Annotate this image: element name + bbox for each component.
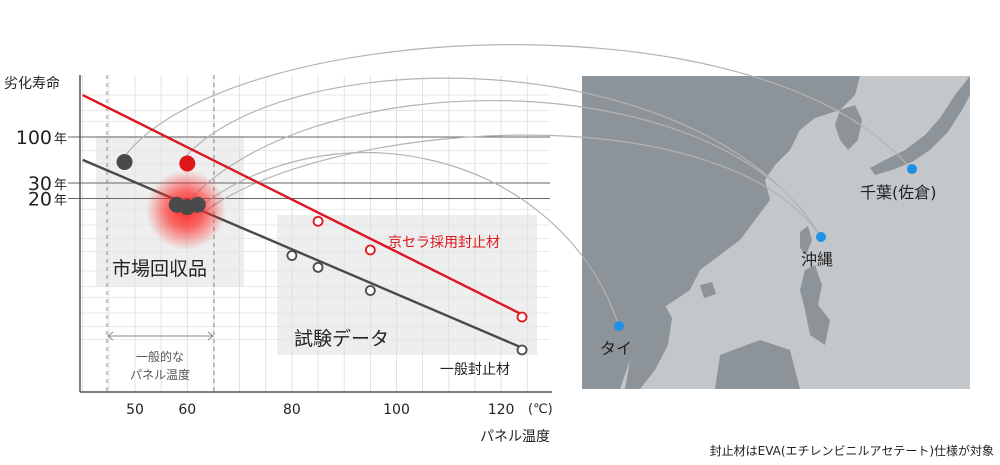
legend-general: 一般封止材	[440, 362, 510, 378]
legend-kyocera: 京セラ採用封止材	[388, 235, 500, 251]
market-point-kyocera	[179, 155, 196, 172]
market-point-general	[189, 196, 206, 213]
test-point-general	[516, 344, 528, 356]
line-kyocera	[82, 93, 528, 319]
map-land-borneo	[715, 340, 800, 389]
map-land-japan	[870, 76, 970, 175]
map-label-chiba: 千葉(佐倉)	[860, 183, 937, 202]
y-tick-labels: 100 年30 年20 年	[16, 127, 67, 211]
test-label: 試験データ	[294, 328, 389, 350]
typical-temp-label-1: 一般的な	[136, 349, 184, 364]
market-label: 市場回収品	[112, 258, 207, 280]
map	[582, 76, 970, 389]
market-point-general	[116, 153, 133, 170]
y-tick-label: 30	[28, 173, 52, 195]
y-tick-unit: 年	[54, 194, 67, 209]
x-unit: (℃)	[528, 402, 553, 417]
pin-okinawa	[816, 232, 826, 242]
connector-arcs	[121, 44, 911, 327]
x-tick-labels: 50 60 80 100 120	[126, 402, 514, 418]
data-points	[116, 153, 528, 356]
x-tick-label: 80	[283, 402, 301, 418]
y-tick-label: 20	[28, 189, 52, 211]
y-axis-title: 劣化寿命	[4, 75, 60, 92]
test-point-kyocera	[312, 215, 324, 227]
y-tick-unit: 年	[54, 132, 67, 147]
test-point-kyocera	[516, 311, 528, 323]
footnote: 封止材はEVA(エチレンビニルアセテート)仕様が対象	[710, 443, 994, 458]
map-label-thailand: タイ	[600, 339, 632, 358]
map-land-taiwan	[800, 226, 812, 255]
y-tick-unit: 年	[54, 178, 67, 193]
map-land-hainan	[700, 282, 716, 298]
typical-temp-label-2: パネル温度	[130, 367, 190, 382]
pin-thailand	[614, 321, 624, 331]
x-tick-label: 60	[178, 402, 196, 418]
test-point-kyocera	[364, 244, 376, 256]
x-tick-label: 120	[488, 402, 515, 418]
x-tick-label: 100	[383, 402, 410, 418]
typical-temp-range: 一般的な パネル温度	[106, 75, 215, 392]
x-axis-title: パネル温度	[480, 429, 550, 445]
map-pins: 千葉(佐倉) 沖縄 タイ	[600, 164, 937, 358]
map-land-philippines	[800, 265, 830, 345]
test-point-general	[364, 285, 376, 296]
map-land-indochina	[625, 296, 672, 389]
map-label-okinawa: 沖縄	[801, 250, 833, 269]
pin-chiba	[907, 164, 917, 174]
y-tick-label: 100	[16, 127, 52, 149]
x-tick-label: 50	[126, 402, 144, 418]
test-point-general	[286, 250, 298, 261]
map-land-korea	[835, 105, 862, 150]
test-point-general	[312, 261, 324, 273]
